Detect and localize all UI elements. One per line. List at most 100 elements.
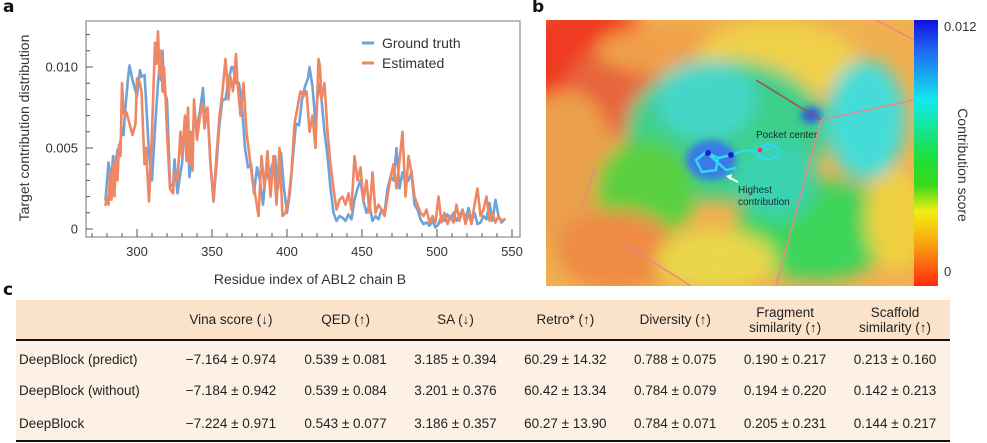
table-header-row: Vina score (↓) QED (↑) SA (↓) Retro* (↑) Div… (16, 300, 950, 340)
distance-line (625, 244, 692, 286)
protein-surface-drawing (546, 20, 914, 286)
panel-label-a: a (3, 0, 15, 17)
header-cell: Diversity (↑) (620, 300, 730, 340)
table-row: DeepBlock (predict) −7.164 ± 0.974 0.539 ±… (16, 340, 950, 375)
legend-label-ground-truth: Ground truth (382, 35, 461, 51)
row-method-name: DeepBlock (predict) (19, 352, 138, 367)
panel-label-b: b (532, 0, 545, 17)
header-text: Retro* (↑) (536, 312, 595, 327)
pocket-center-label: Pocket center (756, 130, 818, 141)
header-text: QED (↑) (321, 312, 370, 327)
header-cell-method (16, 300, 171, 340)
arrowhead-icon (726, 174, 732, 180)
distance-line (875, 20, 914, 41)
header-cell: Retro* (↑) (510, 300, 620, 340)
y-axis: 0 0.005 0.010 (45, 34, 93, 237)
table-cell: 0.205 ± 0.231 (743, 415, 827, 431)
metrics-table: Vina score (↓) QED (↑) SA (↓) Retro* (↑) Div… (16, 300, 950, 442)
distance-line (775, 119, 822, 286)
header-cell: Fragment similarity (↑) (730, 300, 840, 340)
y-axis-title: Target contribution distribution (16, 35, 32, 222)
series-line-estimated (104, 30, 506, 226)
table-cell: 0.190 ± 0.217 (743, 352, 827, 367)
header-text: similarity (↑) (859, 319, 932, 335)
legend: Ground truth Estimated (362, 35, 461, 71)
table-cell: 0.784 ± 0.071 (633, 415, 717, 431)
header-text: Vina score (↓) (189, 312, 273, 327)
row-method-name: DeepBlock (without) (19, 383, 140, 398)
y-tick-label: 0.005 (45, 141, 78, 156)
surface-region-cyan (656, 60, 756, 140)
header-text: Scaffold (870, 304, 920, 320)
plot-frame (85, 20, 521, 238)
plot-border (85, 20, 521, 238)
table-cell: 0.788 ± 0.075 (633, 352, 717, 367)
oxygen-atom (757, 147, 763, 153)
results-table: Vina score (↓) QED (↑) SA (↓) Retro* (↑) Div… (16, 300, 950, 442)
table-row: DeepBlock −7.224 ± 0.971 0.543 ± 0.077 3.18… (16, 406, 950, 441)
highest-contribution-label-line1: Highest (738, 185, 772, 196)
x-tick-label: 450 (351, 244, 373, 259)
surface-region-yellow-right (866, 170, 914, 270)
series-group (104, 30, 506, 229)
header-text: Fragment (756, 304, 814, 320)
legend-label-estimated: Estimated (382, 55, 444, 71)
ligand-chain (705, 151, 737, 172)
nitrogen-atom (728, 152, 734, 158)
table-cell: 0.543 ± 0.077 (304, 415, 387, 431)
surface-region-orange-left (546, 90, 616, 250)
x-axis: 300 350 400 450 500 550 (91, 229, 523, 259)
table-cell: −7.164 ± 0.974 (185, 352, 277, 367)
row-method-name: DeepBlock (19, 415, 85, 431)
colorbar-title-box: Contribution score (938, 90, 987, 240)
header-cell: SA (↓) (401, 300, 511, 340)
header-cell: QED (↑) (291, 300, 401, 340)
pocket-highlight-blue (686, 140, 736, 180)
nitrogen-atom (705, 150, 711, 156)
table-cell: −7.224 ± 0.971 (185, 415, 277, 431)
colorbar-title: Contribution score (955, 108, 971, 222)
protein-surface-image: Pocket center Highest contribution (546, 20, 914, 286)
highest-contribution-label-line2: contribution (738, 197, 790, 208)
ligand-ring (756, 142, 780, 162)
table-cell: 0.539 ± 0.081 (304, 352, 387, 367)
x-tick-label: 500 (426, 244, 448, 259)
header-cell: Vina score (↓) (171, 300, 290, 340)
table-cell: 3.185 ± 0.394 (414, 352, 497, 367)
table-cell: 0.213 ± 0.160 (853, 352, 937, 367)
distance-line (820, 99, 914, 121)
distance-line (580, 164, 597, 211)
header-text: similarity (↑) (749, 319, 822, 335)
colorbar-min-label: 0 (944, 264, 952, 279)
colorbar (914, 20, 938, 286)
table-cell: 60.42 ± 13.34 (524, 383, 607, 398)
table-cell: 60.27 ± 13.90 (524, 415, 607, 431)
y-tick-label: 0 (71, 222, 78, 237)
line-chart: 0 0.005 0.010 300 350 400 450 500 550 Ground tr… (16, 20, 523, 287)
x-tick-label: 350 (201, 244, 223, 259)
table-cell: 0.539 ± 0.084 (304, 383, 387, 398)
table-cell: 0.144 ± 0.217 (853, 415, 937, 431)
surface-region-orange-bottom (556, 210, 676, 286)
table-cell: 3.201 ± 0.376 (414, 383, 497, 398)
x-axis-title: Residue index of ABL2 chain B (214, 271, 406, 287)
table-row: DeepBlock (without) −7.184 ± 0.942 0.539 ±… (16, 375, 950, 406)
header-text: Diversity (↑) (639, 312, 711, 327)
panel-label-c: c (3, 280, 14, 300)
ligand-ring (694, 150, 720, 174)
distance-line (755, 79, 822, 121)
x-tick-label: 300 (126, 244, 148, 259)
x-tick-label: 400 (276, 244, 298, 259)
y-tick-label: 0.010 (45, 60, 78, 75)
table-cell: 0.194 ± 0.220 (743, 383, 827, 398)
table-cell: 0.142 ± 0.213 (853, 383, 937, 398)
surface-region-cyan-right (826, 60, 906, 180)
table-cell: 3.186 ± 0.357 (414, 415, 497, 431)
x-tick-label: 550 (501, 244, 523, 259)
surface-region-teal-mid (736, 140, 816, 220)
colorbar-max-label: 0.012 (944, 19, 977, 34)
table-cell: −7.184 ± 0.942 (185, 383, 277, 398)
surface-region-yellow-bottom (656, 230, 776, 286)
table-cell: 60.29 ± 14.32 (524, 352, 607, 367)
table-body: DeepBlock (predict) −7.164 ± 0.974 0.539 ±… (16, 340, 950, 441)
